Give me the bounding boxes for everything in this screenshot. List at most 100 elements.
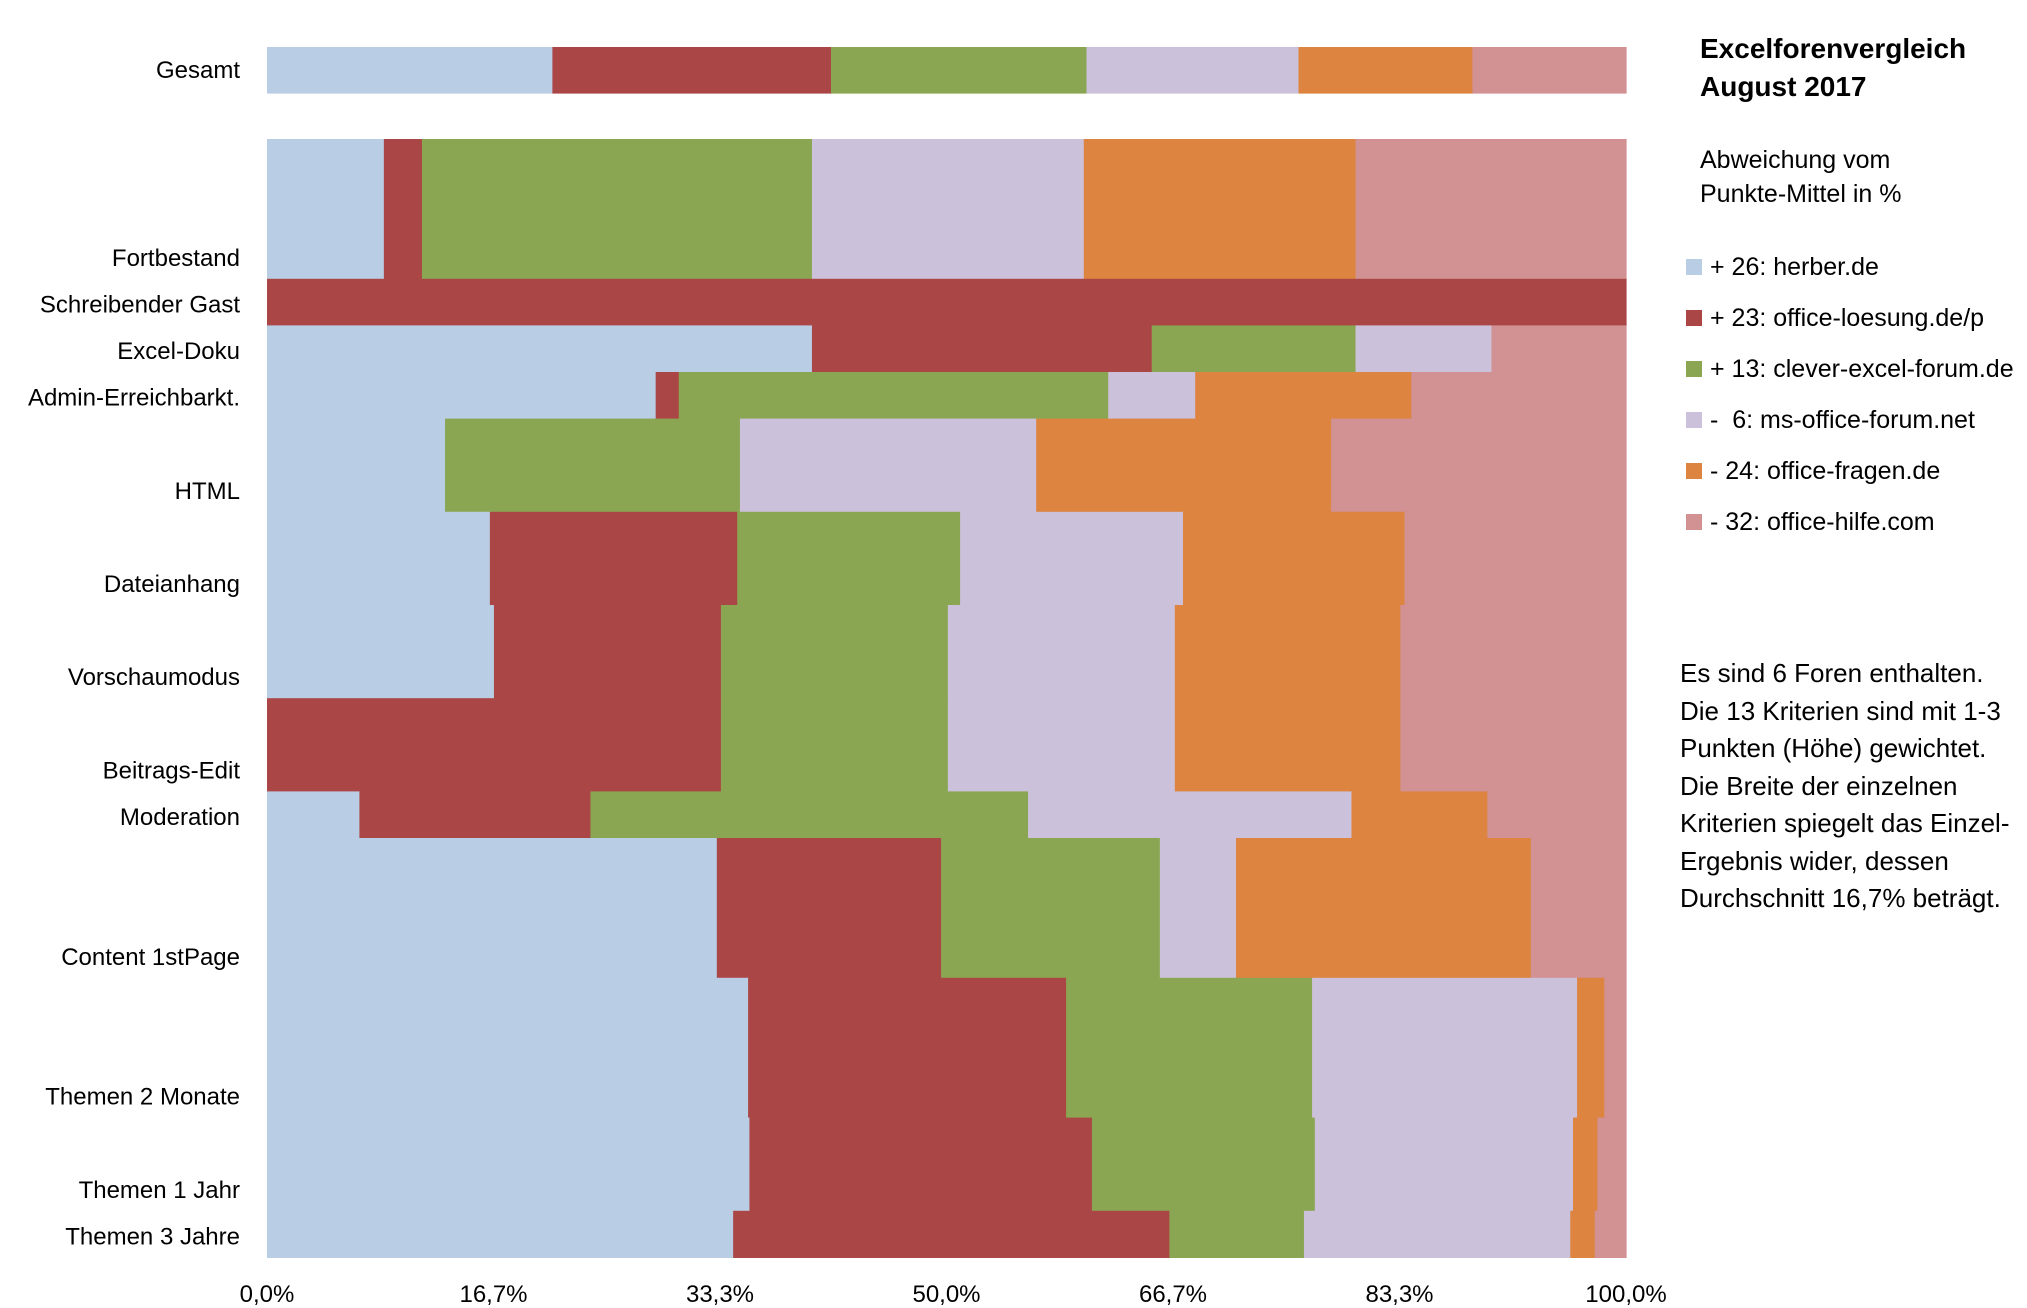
row-label-excel-doku: Excel-Doku — [117, 338, 240, 365]
segment-gesamt-3 — [830, 47, 1088, 94]
row-label-themen-2-monate: Themen 2 Monate — [45, 1084, 240, 1111]
segment-gesamt-4 — [1086, 47, 1300, 94]
segment-content-1stpage-4 — [1159, 838, 1237, 979]
segment-themen-2-monate-3 — [1066, 977, 1313, 1119]
segment-themen-1-jahr-5 — [1573, 1117, 1599, 1212]
segment-dateianhang-5 — [1182, 511, 1406, 606]
legend-swatch — [1686, 259, 1702, 275]
legend-swatch — [1686, 361, 1702, 377]
segment-themen-1-jahr-1 — [267, 1117, 751, 1212]
segment-gesamt-6 — [1472, 47, 1627, 94]
segment-themen-1-jahr-2 — [749, 1117, 1093, 1212]
row-label-themen-1-jahr: Themen 1 Jahr — [79, 1177, 240, 1204]
segment-themen-2-monate-1 — [267, 977, 749, 1119]
segment-vorschaumodus-1 — [267, 605, 495, 699]
row-label-moderation: Moderation — [120, 804, 240, 831]
segment-moderation-1 — [267, 791, 361, 839]
chart-title: Excelforenvergleich August 2017 — [1700, 30, 1966, 106]
segment-content-1stpage-5 — [1235, 838, 1532, 979]
legend-swatch — [1686, 412, 1702, 428]
segment-themen-1-jahr-6 — [1597, 1117, 1627, 1212]
segment-content-1stpage-6 — [1530, 838, 1627, 979]
segment-themen-3-jahre-5 — [1570, 1210, 1596, 1258]
segment-admin-erreichbarkt-6 — [1411, 372, 1627, 420]
segment-fortbestand-6 — [1355, 139, 1627, 280]
segment-admin-erreichbarkt-4 — [1108, 372, 1196, 420]
row-label-html: HTML — [175, 478, 240, 505]
segment-content-1stpage-3 — [941, 838, 1161, 979]
segment-vorschaumodus-5 — [1174, 605, 1401, 699]
segment-fortbestand-4 — [811, 139, 1085, 280]
segment-themen-3-jahre-1 — [267, 1210, 734, 1258]
explanatory-note: Es sind 6 Foren enthalten. Die 13 Kriter… — [1680, 658, 2010, 913]
legend-label: + 23: office-loesung.de/p — [1710, 303, 1985, 332]
row-label-vorschaumodus: Vorschaumodus — [68, 664, 240, 691]
segment-themen-2-monate-5 — [1577, 977, 1605, 1119]
x-tick-labels: 0,0% 16,7% 33,3% 50,0% 66,7% 83,3% 100,0% — [240, 1281, 1667, 1308]
segment-beitrags-edit-3 — [720, 698, 949, 792]
legend-item: + 23: office-loesung.de/p — [1686, 303, 1984, 333]
segment-html-3 — [445, 418, 741, 513]
segment-vorschaumodus-4 — [947, 605, 1176, 699]
segment-admin-erreichbarkt-2 — [655, 372, 680, 420]
segment-beitrags-edit-4 — [947, 698, 1176, 792]
segment-moderation-4 — [1028, 791, 1353, 839]
segment-dateianhang-4 — [960, 511, 1184, 606]
segment-vorschaumodus-2 — [493, 605, 722, 699]
segment-fortbestand-3 — [421, 139, 813, 280]
segment-content-1stpage-1 — [267, 838, 718, 979]
segment-beitrags-edit-5 — [1174, 698, 1401, 792]
chart-title-line1: Excelforenvergleich — [1700, 33, 1967, 64]
legend-label: - 24: office-fragen.de — [1710, 456, 1941, 485]
segment-moderation-5 — [1351, 791, 1488, 839]
segment-themen-2-monate-4 — [1312, 977, 1578, 1119]
segment-vorschaumodus-3 — [720, 605, 949, 699]
segment-excel-doku-2 — [811, 325, 1153, 373]
x-tick-label: 100,0% — [1585, 1281, 1666, 1308]
segment-themen-3-jahre-2 — [733, 1210, 1170, 1258]
chart-subtitle-line1: Abweichung vom — [1700, 146, 1891, 174]
x-tick-label: 0,0% — [240, 1281, 295, 1308]
segment-dateianhang-2 — [489, 511, 738, 606]
x-tick-label: 83,3% — [1365, 1281, 1433, 1308]
x-tick-label: 50,0% — [912, 1281, 980, 1308]
legend-swatch — [1686, 310, 1702, 326]
legend-item: - 24: office-fragen.de — [1686, 456, 1940, 486]
segment-beitrags-edit-2 — [267, 698, 722, 792]
segment-html-6 — [1331, 418, 1627, 513]
legend-label: + 26: herber.de — [1710, 252, 1879, 281]
segment-html-1 — [267, 418, 446, 513]
legend-swatch — [1686, 463, 1702, 479]
segment-moderation-6 — [1487, 791, 1627, 839]
segment-excel-doku-3 — [1151, 325, 1357, 373]
segment-admin-erreichbarkt-1 — [267, 372, 657, 420]
row-label-gesamt: Gesamt — [156, 57, 240, 84]
segment-fortbestand-2 — [383, 139, 423, 280]
chart-segments — [267, 47, 1627, 1258]
segment-schreibender-gast-2 — [267, 278, 1627, 326]
segment-dateianhang-3 — [737, 511, 961, 606]
segment-themen-2-monate-2 — [748, 977, 1067, 1119]
row-label-dateianhang: Dateianhang — [104, 571, 240, 598]
row-label-fortbestand: Fortbestand — [112, 245, 240, 272]
segment-admin-erreichbarkt-5 — [1195, 372, 1412, 420]
segment-excel-doku-1 — [267, 325, 813, 373]
legend-item: - 32: office-hilfe.com — [1686, 507, 1935, 537]
legend-label: - 6: ms-office-forum.net — [1710, 405, 1975, 434]
legend-label: - 32: office-hilfe.com — [1710, 507, 1935, 536]
segment-themen-3-jahre-3 — [1169, 1210, 1305, 1258]
segment-dateianhang-6 — [1404, 511, 1627, 606]
row-label-beitrags-edit: Beitrags-Edit — [103, 757, 241, 784]
row-label-themen-3-jahre: Themen 3 Jahre — [65, 1223, 240, 1250]
x-tick-label: 66,7% — [1139, 1281, 1207, 1308]
segment-beitrags-edit-6 — [1400, 698, 1627, 792]
legend-item: - 6: ms-office-forum.net — [1686, 405, 1975, 435]
segment-themen-1-jahr-4 — [1314, 1117, 1574, 1212]
segment-html-4 — [739, 418, 1037, 513]
segment-gesamt-5 — [1298, 47, 1474, 94]
segment-dateianhang-1 — [267, 511, 491, 606]
segment-gesamt-2 — [552, 47, 832, 94]
segment-moderation-2 — [359, 791, 592, 839]
legend-label: + 13: clever-excel-forum.de — [1710, 354, 2014, 383]
